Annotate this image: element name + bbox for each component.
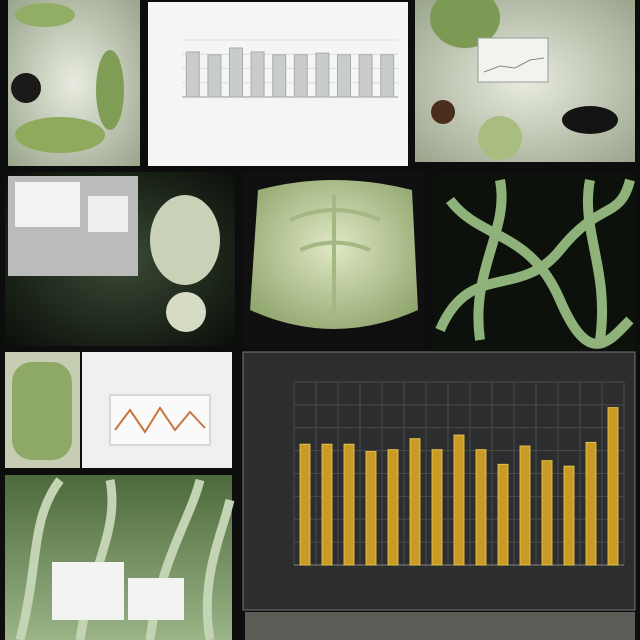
mini-chart (128, 578, 184, 620)
melon (430, 0, 500, 48)
bowl (431, 100, 455, 124)
seed (562, 106, 618, 134)
bar (293, 54, 308, 98)
bar (519, 445, 531, 566)
coral (435, 178, 635, 349)
leaf (15, 3, 75, 27)
bulb (166, 292, 206, 332)
mini-chart (477, 37, 549, 83)
bar (453, 434, 465, 566)
mini-line (114, 406, 206, 434)
bar (358, 54, 373, 98)
leaf (96, 50, 124, 130)
bar (497, 463, 509, 566)
bar (563, 465, 575, 566)
bar (337, 54, 351, 98)
bar (229, 47, 243, 98)
bar (185, 51, 200, 98)
mini-line (483, 57, 545, 73)
bar (607, 407, 619, 566)
bar (207, 54, 222, 98)
bar (315, 52, 330, 98)
bar (409, 438, 421, 566)
mini-chart (109, 394, 211, 446)
bar (380, 54, 395, 98)
bar (272, 54, 287, 98)
melon (478, 116, 522, 160)
mini-chart (15, 182, 80, 227)
mini-chart (52, 562, 124, 620)
mini-chart (88, 196, 128, 232)
bar (250, 51, 265, 98)
bar (321, 443, 333, 566)
bar (541, 460, 553, 566)
ridge (289, 195, 381, 320)
seed (11, 73, 41, 103)
bar (431, 449, 443, 566)
mushroom (150, 195, 220, 285)
bar-chart (182, 39, 398, 98)
bar (299, 443, 311, 566)
bar (387, 449, 399, 566)
bar-chart (293, 381, 625, 566)
bar (343, 443, 355, 566)
frond (15, 477, 235, 640)
mesh (12, 362, 72, 460)
bar (365, 451, 377, 566)
leaf (15, 117, 105, 153)
image (245, 612, 635, 640)
bar (585, 441, 597, 566)
bar (475, 449, 487, 566)
